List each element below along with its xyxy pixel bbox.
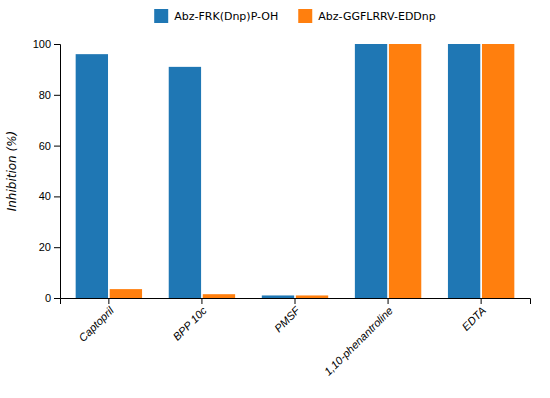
tick-label: EDTA xyxy=(459,304,488,333)
tick: EDTA xyxy=(459,298,488,333)
tick-mark xyxy=(481,298,482,304)
tick: 0 xyxy=(45,292,60,304)
tick: 40 xyxy=(39,190,60,202)
tick: PMSF xyxy=(272,298,303,334)
bar xyxy=(203,294,235,298)
tick-label: 0 xyxy=(45,292,51,304)
tick-label: PMSF xyxy=(272,303,303,334)
tick: 100 xyxy=(33,38,60,50)
bar xyxy=(389,44,421,298)
bar xyxy=(76,54,108,298)
y-axis-title: Inhibition (%) xyxy=(5,131,19,212)
bar xyxy=(169,67,201,298)
tick-mark xyxy=(54,95,60,96)
axis-line xyxy=(61,299,531,305)
tick: 80 xyxy=(39,89,60,101)
bar-series xyxy=(110,44,515,298)
tick-mark xyxy=(54,44,60,45)
tick-label: Captopril xyxy=(76,304,116,344)
legend-item: Abz-FRK(Dnp)P-OH xyxy=(154,9,278,23)
legend-swatch xyxy=(298,9,312,23)
tick-label: 40 xyxy=(39,190,51,202)
bar xyxy=(448,44,480,298)
tick: 20 xyxy=(39,241,60,253)
bar xyxy=(355,44,387,298)
tick-label: 80 xyxy=(39,89,51,101)
y-axis: 0 20 40 60 80 100 xyxy=(33,38,61,304)
tick: 1,10-phenantroline xyxy=(322,298,395,378)
x-axis: Captopril BPP 10c PMSF 1,10-phenantroline ED… xyxy=(61,298,531,378)
bar-series xyxy=(76,44,481,298)
tick-mark xyxy=(54,298,60,299)
legend-item: Abz-GGFLRRV-EDDnp xyxy=(298,9,436,23)
tick-mark xyxy=(54,196,60,197)
plot: 0 20 40 60 80 100 Captopril BPP 10c PMSF 1,10-phe… xyxy=(5,38,531,378)
bar xyxy=(262,295,294,298)
tick: BPP 10c xyxy=(170,298,209,343)
legend-swatch xyxy=(154,9,168,23)
tick: 60 xyxy=(39,140,60,152)
tick-label: 20 xyxy=(39,241,51,253)
tick-label: 60 xyxy=(39,140,51,152)
bar xyxy=(482,44,514,298)
axis-line xyxy=(54,45,61,299)
tick-label: 100 xyxy=(33,38,51,50)
bar xyxy=(110,289,142,298)
tick-mark xyxy=(201,298,202,304)
tick-label: BPP 10c xyxy=(170,304,209,343)
tick-label: 1,10-phenantroline xyxy=(322,304,395,377)
tick: Captopril xyxy=(76,298,116,344)
tick-mark xyxy=(54,247,60,248)
tick-mark xyxy=(108,298,109,304)
tick-mark xyxy=(388,298,389,304)
bars xyxy=(76,44,515,298)
legend-label: Abz-GGFLRRV-EDDnp xyxy=(318,10,436,23)
bar xyxy=(296,295,328,298)
legend: Abz-FRK(Dnp)P-OH Abz-GGFLRRV-EDDnp xyxy=(154,9,436,23)
tick-mark xyxy=(54,146,60,147)
legend-label: Abz-FRK(Dnp)P-OH xyxy=(174,10,278,23)
chart: 0 20 40 60 80 100 Captopril BPP 10c PMSF 1,10-phe… xyxy=(0,0,550,398)
tick-mark xyxy=(295,298,296,304)
